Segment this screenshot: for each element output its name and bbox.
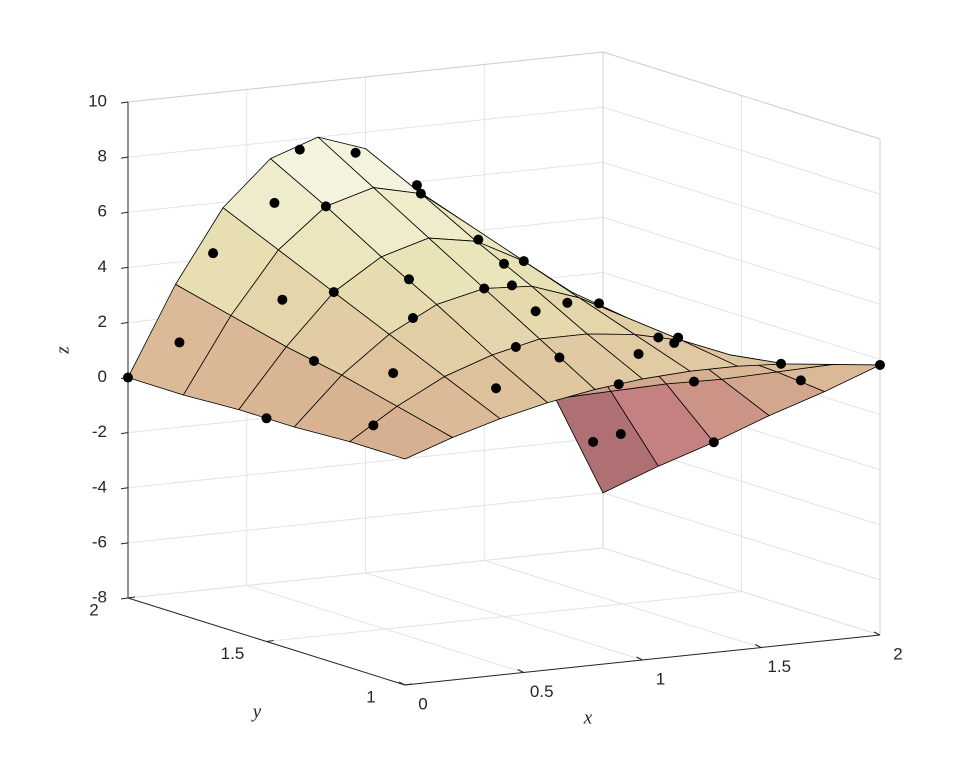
data-point bbox=[407, 313, 418, 324]
data-point bbox=[554, 352, 565, 363]
z-tick-label: 2 bbox=[98, 312, 107, 331]
x-tick-label: 0.5 bbox=[530, 682, 554, 701]
data-point bbox=[261, 413, 272, 424]
y-tick-label: 2 bbox=[89, 600, 98, 619]
data-point bbox=[123, 372, 133, 383]
data-point bbox=[174, 337, 185, 348]
grid-line bbox=[602, 547, 881, 636]
z-tick bbox=[120, 211, 129, 214]
grid-line bbox=[127, 547, 604, 599]
z-tick-label: -4 bbox=[92, 477, 107, 496]
grid-line bbox=[127, 106, 604, 158]
data-point bbox=[530, 306, 541, 317]
data-point bbox=[795, 375, 806, 386]
z-tick-label: 4 bbox=[98, 257, 107, 276]
x-tick-label: 0 bbox=[418, 694, 427, 713]
data-point bbox=[415, 188, 426, 199]
x-tick bbox=[636, 656, 643, 661]
z-tick bbox=[120, 266, 129, 269]
data-point bbox=[673, 332, 684, 343]
axes-grid bbox=[120, 51, 881, 686]
z-tick-label: -8 bbox=[92, 587, 107, 606]
z-tick-label: -2 bbox=[92, 422, 107, 441]
data-point bbox=[328, 287, 339, 298]
data-point bbox=[491, 383, 502, 394]
z-tick-label: 6 bbox=[98, 202, 107, 221]
z-tick-label: -6 bbox=[92, 532, 107, 551]
data-point bbox=[411, 180, 422, 191]
z-tick-label: 0 bbox=[98, 367, 107, 386]
z-tick bbox=[120, 156, 129, 159]
y-tick bbox=[266, 640, 274, 642]
surface-patch bbox=[349, 405, 453, 460]
z-tick bbox=[120, 101, 129, 104]
y-tick-label: 1 bbox=[366, 687, 375, 706]
x-axis-label: x bbox=[583, 707, 593, 728]
x-tick bbox=[873, 631, 881, 636]
x-tick-label: 1.5 bbox=[767, 657, 791, 676]
data-point bbox=[208, 248, 219, 259]
data-point bbox=[309, 355, 319, 366]
data-point bbox=[689, 376, 699, 387]
data-point bbox=[562, 297, 573, 308]
grid-line bbox=[602, 492, 881, 581]
z-tick bbox=[120, 432, 129, 435]
z-tick bbox=[120, 597, 129, 600]
data-point bbox=[277, 294, 288, 305]
data-point bbox=[499, 258, 509, 269]
y-tick bbox=[404, 683, 413, 686]
grid-line bbox=[127, 492, 604, 544]
z-tick bbox=[120, 542, 129, 545]
grid-line bbox=[266, 591, 742, 642]
x-tick bbox=[517, 669, 524, 673]
x-tick-label: 1 bbox=[656, 669, 665, 688]
data-point bbox=[653, 332, 664, 343]
data-point bbox=[404, 274, 414, 285]
data-point bbox=[473, 234, 484, 245]
scatter-points bbox=[123, 144, 885, 448]
data-point bbox=[615, 429, 626, 440]
data-point bbox=[506, 280, 517, 291]
data-point bbox=[479, 283, 490, 294]
y-tick bbox=[127, 596, 136, 599]
data-point bbox=[368, 420, 379, 431]
box-edge bbox=[602, 51, 881, 140]
data-point bbox=[613, 379, 624, 390]
x-tick bbox=[755, 644, 762, 648]
grid-line bbox=[127, 437, 604, 489]
data-point bbox=[294, 144, 305, 155]
y-axis-label: y bbox=[251, 701, 262, 722]
data-point bbox=[588, 436, 599, 447]
data-point bbox=[518, 256, 529, 267]
data-point bbox=[350, 147, 361, 158]
box-edge bbox=[127, 51, 604, 103]
z-tick bbox=[120, 487, 129, 490]
data-point bbox=[776, 358, 787, 369]
data-point bbox=[633, 348, 644, 359]
x-tick-label: 2 bbox=[893, 644, 902, 663]
data-point bbox=[510, 341, 521, 352]
grid-line bbox=[602, 161, 881, 250]
y-tick-label: 1.5 bbox=[221, 644, 245, 663]
data-point bbox=[708, 437, 719, 448]
x-tick bbox=[398, 681, 406, 686]
z-tick bbox=[120, 321, 129, 324]
grid-line bbox=[602, 216, 881, 305]
data-point bbox=[594, 298, 604, 309]
z-tick-label: 8 bbox=[98, 147, 107, 166]
grid-line bbox=[602, 106, 881, 195]
z-axis-label: z bbox=[52, 346, 73, 355]
z-tick-label: 10 bbox=[88, 91, 107, 110]
grid-line bbox=[602, 271, 881, 360]
data-point bbox=[875, 359, 885, 370]
data-point bbox=[388, 368, 399, 379]
data-point bbox=[320, 201, 331, 212]
data-point bbox=[269, 197, 280, 208]
